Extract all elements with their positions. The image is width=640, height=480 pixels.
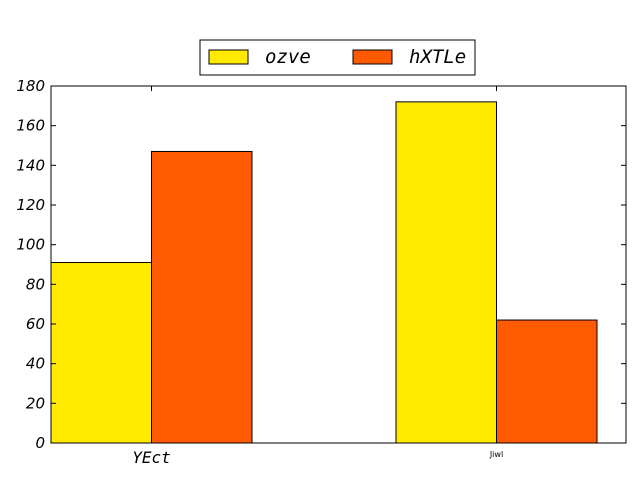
x-tick-label: YEct [132, 448, 171, 467]
y-tick-label: 80 [26, 275, 45, 293]
x-tick-label: Jiwl [489, 450, 503, 459]
y-tick-label: 120 [16, 196, 45, 214]
y-tick-label: 180 [16, 77, 45, 95]
y-tick-label: 160 [16, 117, 45, 135]
legend-swatch-hXTLe [352, 49, 393, 65]
y-tick-label: 60 [26, 315, 45, 333]
y-tick-label: 40 [26, 355, 45, 373]
legend-swatch-ozve [208, 49, 249, 65]
legend: ozve hXTLe [199, 39, 476, 76]
plot-frame [50, 85, 627, 444]
legend-label-hXTLe: hXTLe [409, 46, 466, 68]
bar-ozve-YEct [50, 262, 152, 444]
y-tick-label: 20 [26, 394, 45, 412]
bar-ozve-Jiwl [395, 101, 497, 444]
bar-hXTLe-YEct [151, 150, 253, 444]
bars-group [50, 101, 598, 444]
y-tick-label: 100 [16, 236, 45, 254]
bar-hXTLe-Jiwl [496, 319, 598, 444]
y-axis: 0 20 40 60 80 100 120 140 160 180 [16, 77, 626, 452]
legend-label-ozve: ozve [265, 46, 311, 68]
y-tick-label: 140 [16, 156, 45, 174]
x-axis: YEct Jiwl [132, 86, 503, 467]
y-tick-label: 0 [35, 434, 45, 452]
